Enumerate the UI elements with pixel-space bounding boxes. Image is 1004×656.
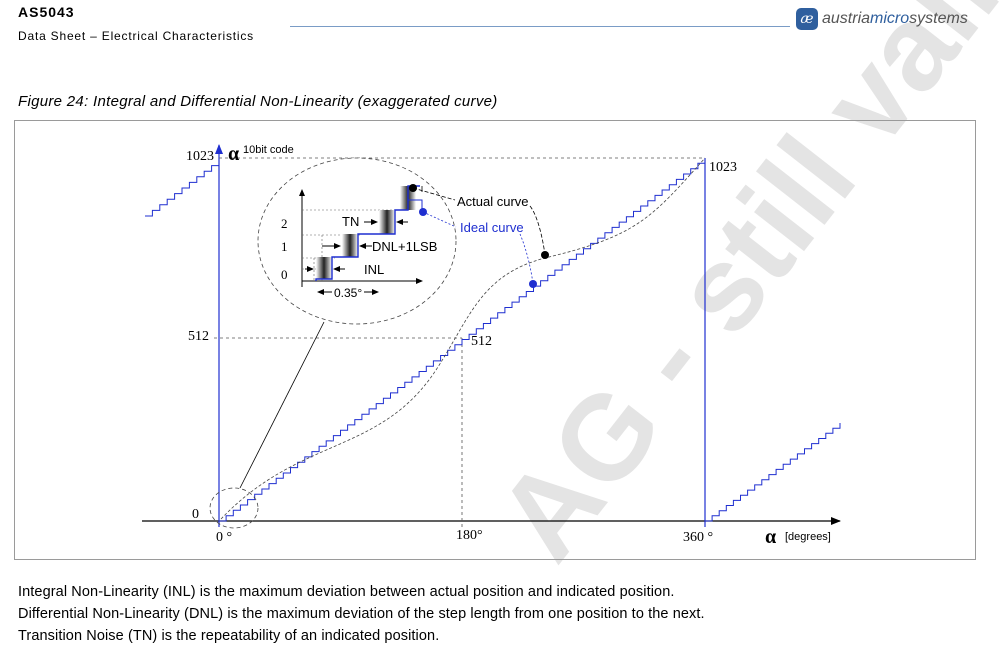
actual-leader-a bbox=[412, 187, 456, 201]
inset-ideal-steps bbox=[315, 185, 420, 281]
tn-definition: Transition Noise (TN) is the repeatabili… bbox=[18, 628, 440, 644]
header-rule bbox=[290, 26, 790, 27]
label-512-center: 512 bbox=[471, 334, 492, 349]
x-tick-360: 360 ° bbox=[683, 530, 713, 545]
transition-band-2 bbox=[379, 210, 395, 234]
transition-band-1 bbox=[342, 234, 358, 257]
zoom-connector bbox=[239, 321, 325, 489]
staircase-segment bbox=[705, 423, 841, 522]
logo-text-accent: micro bbox=[870, 10, 910, 27]
tn-label: TN bbox=[342, 214, 359, 229]
actual-curve bbox=[220, 157, 706, 520]
logo-text-post: systems bbox=[909, 10, 968, 27]
label-1023-right: 1023 bbox=[709, 160, 737, 175]
figure-caption: Figure 24: Integral and Differential Non… bbox=[18, 93, 498, 110]
y-axis-label: 10bit code bbox=[243, 144, 294, 156]
document-id: AS5043 bbox=[18, 4, 75, 20]
inl-label: INL bbox=[364, 262, 384, 277]
transition-band-0 bbox=[316, 257, 332, 279]
ideal-leader-b bbox=[519, 233, 534, 285]
dnl-definition: Differential Non-Linearity (DNL) is the … bbox=[18, 606, 705, 622]
staircase-segment bbox=[145, 160, 220, 217]
staircase-segment bbox=[219, 158, 706, 522]
x-axis-label: [degrees] bbox=[785, 531, 831, 543]
logo-wordmark: austriamicrosystems bbox=[822, 10, 968, 28]
inset-ideal-offset bbox=[407, 186, 423, 212]
x-axis-symbol: α bbox=[765, 526, 776, 548]
y-axis-symbol: α bbox=[228, 143, 239, 165]
inset-level-2: 2 bbox=[281, 216, 288, 231]
logo-icon: æ bbox=[796, 8, 818, 30]
inl-definition: Integral Non-Linearity (INL) is the maxi… bbox=[18, 584, 675, 600]
document-subtitle: Data Sheet – Electrical Characteristics bbox=[18, 29, 254, 43]
y-tick-0: 0 bbox=[192, 507, 199, 522]
ideal-staircase bbox=[145, 158, 841, 522]
dnl-label: DNL+1LSB bbox=[372, 239, 437, 254]
actual-curve-label: Actual curve bbox=[457, 194, 529, 209]
logo-text-pre: austria bbox=[822, 10, 871, 27]
company-logo: æ austriamicrosystems bbox=[796, 8, 968, 30]
step-width-label: 0.35° bbox=[334, 286, 362, 300]
figure-frame bbox=[14, 120, 976, 560]
y-tick-512: 512 bbox=[188, 329, 209, 344]
x-tick-180: 180° bbox=[456, 528, 483, 543]
ideal-curve-label: Ideal curve bbox=[460, 220, 524, 235]
zoom-region bbox=[209, 487, 259, 529]
actual-leader-b bbox=[529, 205, 546, 256]
inset-level-1: 1 bbox=[281, 239, 288, 254]
ideal-point-main bbox=[529, 280, 537, 288]
x-tick-0: 0 ° bbox=[216, 530, 232, 545]
y-tick-1023: 1023 bbox=[186, 149, 214, 164]
inset-level-0: 0 bbox=[281, 267, 288, 282]
